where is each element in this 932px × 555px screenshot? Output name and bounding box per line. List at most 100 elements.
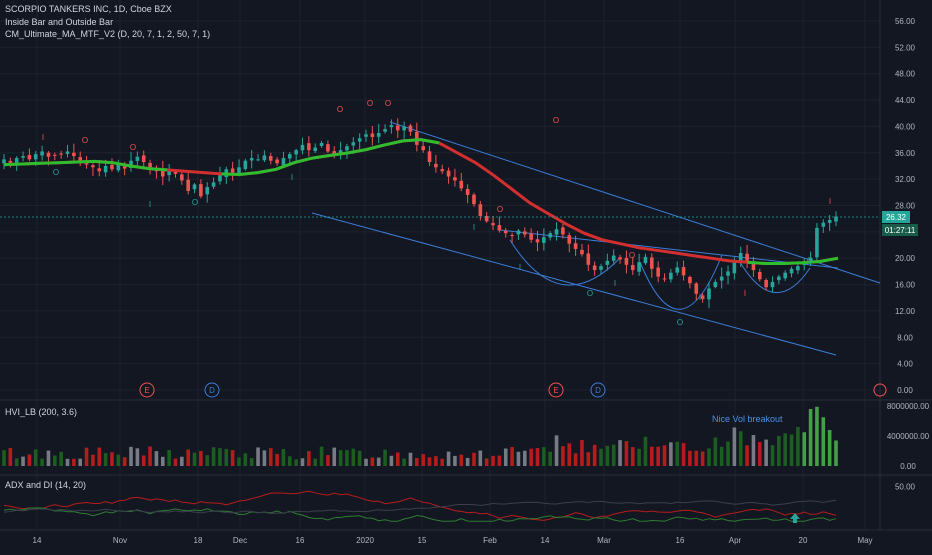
- volume-bar: [815, 406, 819, 466]
- candle-body: [281, 158, 286, 166]
- volume-bar: [434, 456, 438, 466]
- volume-bar: [802, 432, 807, 466]
- candle-body: [173, 171, 178, 174]
- candle-body: [535, 239, 540, 243]
- cup-arcs[interactable]: [509, 239, 811, 310]
- candle-body: [33, 154, 38, 160]
- candle-body: [180, 174, 184, 181]
- candle-body: [376, 133, 381, 137]
- price-tick-label: 16.00: [895, 281, 916, 290]
- event-letter: E: [144, 386, 149, 395]
- time-axis[interactable]: 14 Nov 18 Dec 16 2020 15 Feb 14 Mar 16 Apr 20 May: [33, 536, 873, 545]
- volume-tick-label: 0.00: [900, 462, 916, 471]
- volume-bar: [167, 450, 171, 466]
- candle-body: [262, 155, 267, 161]
- ma-green-segment: [747, 256, 839, 265]
- candle-body: [719, 276, 724, 281]
- candle-body: [757, 271, 762, 280]
- vol-annotation: Nice Vol breakout: [712, 414, 783, 424]
- volume-bar: [294, 459, 298, 466]
- volume-bar: [700, 451, 705, 466]
- candle-body: [669, 272, 673, 280]
- candle-body: [777, 276, 781, 281]
- candle-body: [453, 177, 457, 181]
- volume-bar: [650, 446, 654, 466]
- candle-body: [351, 142, 356, 146]
- candle-body: [732, 260, 737, 274]
- chart-title[interactable]: SCORPIO TANKERS INC, 1D, Cboe BZX: [5, 4, 172, 14]
- price-tick-label: 48.00: [895, 70, 916, 79]
- time-tick-label: May: [857, 536, 872, 545]
- candle-body: [510, 235, 514, 237]
- ib-marker: O: [497, 205, 503, 214]
- candle-body: [516, 230, 521, 235]
- volume-bar: [8, 448, 13, 466]
- volume-bar: [122, 457, 127, 466]
- candle-body: [300, 144, 305, 151]
- volume-tick-label: 4000000.00: [887, 432, 930, 441]
- candle-body: [529, 233, 533, 240]
- candle-body: [65, 151, 70, 154]
- indicator-label-ma[interactable]: CM_Ultimate_MA_MTF_V2 (D, 20, 7, 1, 2, 5…: [5, 29, 211, 39]
- volume-bar: [611, 444, 616, 466]
- candle-body: [211, 182, 216, 187]
- price-tick-label: 4.00: [897, 360, 913, 369]
- volume-bar: [510, 446, 514, 466]
- candle-body: [707, 288, 711, 300]
- volume-bar: [472, 452, 476, 466]
- last-price-tag: [882, 211, 910, 223]
- volume-bar: [732, 427, 737, 466]
- candle-body: [192, 184, 197, 190]
- candle-body: [27, 154, 32, 160]
- volume-bar: [211, 447, 216, 466]
- event-marker-dividend: [590, 382, 606, 398]
- indicator-label-ib[interactable]: Inside Bar and Outside Bar: [5, 17, 114, 27]
- time-tick-label: Dec: [233, 536, 247, 545]
- time-tick-label: Nov: [113, 536, 127, 545]
- ib-marker: I: [744, 289, 746, 298]
- candle-body: [821, 222, 826, 227]
- volume-bar: [402, 458, 406, 466]
- candle-body: [611, 255, 616, 261]
- candle-body: [275, 159, 279, 164]
- trendline: [311, 212, 837, 356]
- ib-marker: O: [587, 289, 593, 298]
- volume-bar: [599, 448, 603, 466]
- volume-bar: [173, 458, 178, 466]
- price-axis[interactable]: 56.00 52.00 48.00 44.00 40.00 36.00 32.00 28.00…: [895, 17, 916, 395]
- candle-body: [745, 253, 749, 263]
- candle-body: [395, 125, 400, 131]
- bar-countdown: 01:27:11: [885, 226, 916, 235]
- volume-bar: [567, 443, 572, 466]
- volume-bar: [307, 451, 311, 466]
- candle-body: [8, 160, 13, 163]
- candle-body: [834, 216, 838, 222]
- volume-pane-label[interactable]: HVI_LB (200, 3.6): [5, 407, 78, 417]
- time-tick-label: 14: [33, 536, 42, 545]
- event-marker-edge[interactable]: [873, 383, 887, 397]
- candle-body: [586, 253, 591, 265]
- candle-body: [580, 249, 584, 255]
- adx-pane-label[interactable]: ADX and DI (14, 20): [5, 480, 87, 490]
- volume-bar: [624, 441, 629, 466]
- candle-body: [357, 138, 362, 142]
- trendline: [389, 121, 881, 284]
- ib-marker: O: [553, 116, 559, 125]
- candle-body: [59, 153, 63, 155]
- volume-bar: [268, 448, 273, 466]
- candle-body: [408, 125, 413, 132]
- candle-body: [446, 170, 451, 177]
- candle-body: [97, 168, 102, 172]
- volume-bar: [313, 458, 318, 466]
- candle-body: [383, 129, 387, 132]
- candle-body: [630, 265, 635, 271]
- candle-body: [491, 223, 495, 226]
- volume-bar: [808, 409, 813, 466]
- volume-bar: [205, 455, 210, 466]
- candle-body: [656, 267, 660, 277]
- volume-bar: [503, 448, 508, 466]
- volume-bar: [326, 455, 330, 466]
